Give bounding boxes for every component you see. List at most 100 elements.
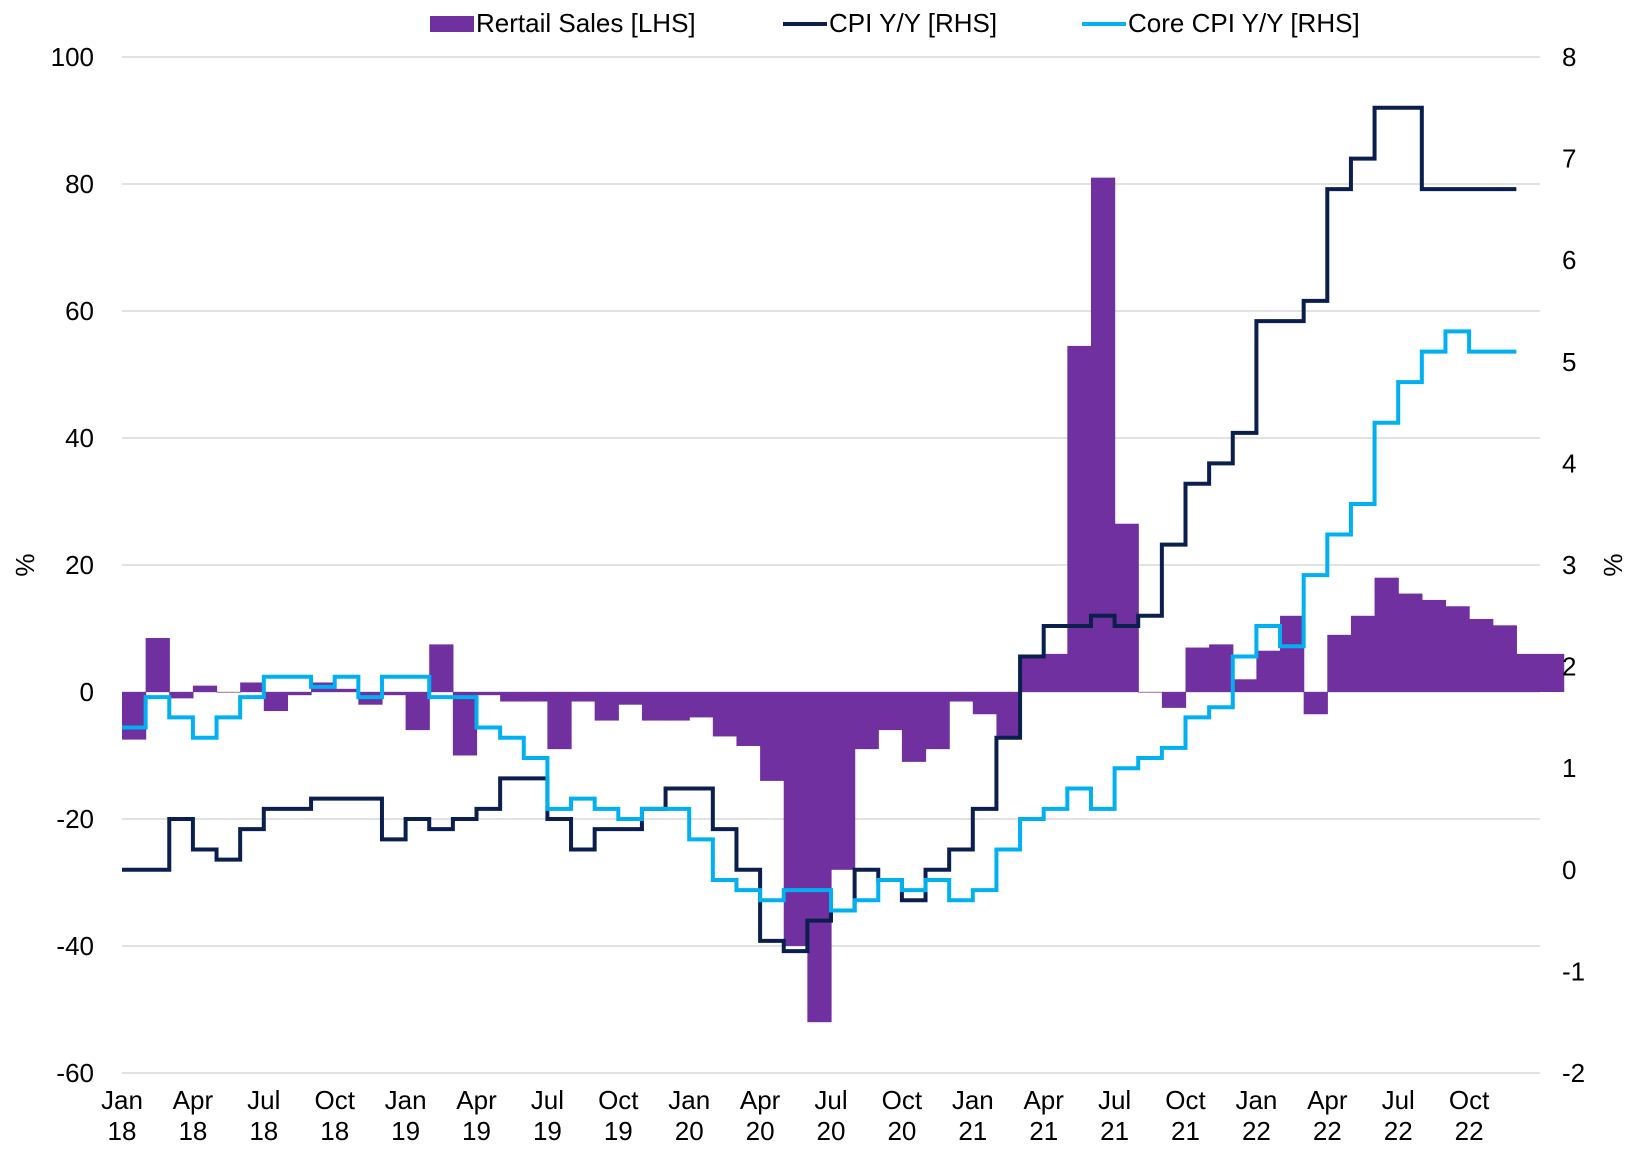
- retail-sales-bar: [760, 692, 785, 781]
- x-tick-label: Apr 21: [1023, 1085, 1064, 1146]
- retail-sales-bar: [1256, 650, 1281, 692]
- legend-swatch-cpi: [783, 21, 827, 26]
- retail-sales-bar: [1209, 644, 1234, 692]
- retail-sales-bar: [996, 692, 1021, 737]
- retail-sales-bar: [1374, 577, 1399, 692]
- retail-sales-bar: [334, 688, 359, 692]
- x-tick-label: Oct 19: [598, 1085, 639, 1146]
- retail-sales-bar: [1043, 653, 1068, 692]
- core-cpi-line: [122, 329, 1517, 913]
- retail-sales-bar: [452, 692, 478, 756]
- retail-sales-bar: [1185, 647, 1210, 692]
- retail-sales-bar: [169, 692, 194, 699]
- left-tick-label: 0: [80, 677, 94, 707]
- retail-sales-bar: [476, 692, 501, 696]
- retail-sales-bar: [216, 692, 241, 693]
- retail-sales-bar: [807, 692, 832, 1023]
- legend-label-retail-sales: Rertail Sales [LHS]: [476, 8, 696, 38]
- left-tick-label: 60: [65, 296, 94, 326]
- legend-retail-sales: Rertail Sales [LHS]: [430, 8, 696, 39]
- legend-core-cpi: Core CPI Y/Y [RHS]: [1082, 8, 1360, 39]
- right-tick-label: 1: [1562, 753, 1576, 783]
- retail-sales-bar: [429, 644, 454, 692]
- left-tick-label: 100: [51, 42, 94, 72]
- x-tick-label: Oct 22: [1449, 1085, 1490, 1146]
- retail-sales-bar: [1540, 653, 1565, 692]
- right-tick-label: 0: [1562, 855, 1576, 885]
- legend-swatch-retail-sales: [430, 15, 474, 32]
- retail-sales-bar: [594, 692, 619, 721]
- legend-cpi: CPI Y/Y [RHS]: [783, 8, 997, 39]
- retail-sales-bar: [972, 692, 998, 715]
- cpi-line: [122, 105, 1517, 954]
- retail-sales-bar: [736, 692, 761, 746]
- legend-label-core-cpi: Core CPI Y/Y [RHS]: [1128, 8, 1360, 38]
- retail-sales-bar: [571, 692, 596, 702]
- retail-sales-bar: [854, 692, 879, 750]
- x-tick-label: Jul 22: [1382, 1085, 1415, 1146]
- right-tick-label: -1: [1562, 956, 1585, 986]
- legend-swatch-core-cpi: [1082, 21, 1126, 26]
- retail-sales-bar: [1090, 177, 1116, 692]
- retail-sales-bar: [665, 692, 690, 721]
- left-tick-label: 40: [65, 423, 94, 453]
- x-tick-label: Jan 20: [668, 1085, 710, 1146]
- right-tick-label: 6: [1562, 245, 1576, 275]
- x-tick-label: Apr 20: [740, 1085, 781, 1146]
- right-tick-label: 2: [1562, 652, 1576, 682]
- retail-sales-bar: [500, 692, 525, 702]
- retail-sales-bar: [949, 692, 974, 702]
- x-tick-label: Jul 21: [1098, 1085, 1131, 1146]
- x-tick-label: Jan 19: [385, 1085, 427, 1146]
- x-axis-ticks: Jan 18 Apr 18 Jul 18 Oct 18 Jan 19 Apr 19 Jul 19 Oct 19…: [101, 1085, 1490, 1146]
- retail-sales-bar: [901, 692, 927, 762]
- retail-sales-bar: [192, 685, 218, 692]
- right-axis-label: %: [1598, 553, 1628, 576]
- retail-sales-bar: [1421, 599, 1447, 692]
- right-tick-label: 5: [1562, 347, 1576, 377]
- left-tick-label: -60: [56, 1058, 94, 1088]
- left-tick-label: -20: [56, 804, 94, 834]
- retail-sales-bar: [925, 692, 950, 750]
- right-tick-label: 4: [1562, 448, 1576, 478]
- retail-sales-bar: [1138, 692, 1163, 693]
- x-tick-label: Apr 18: [173, 1085, 214, 1146]
- retail-sales-bar: [1303, 692, 1328, 715]
- x-tick-label: Apr 19: [456, 1085, 497, 1146]
- retail-sales-bar: [1114, 523, 1139, 692]
- left-axis-ticks: -60 -40 -20 0 20 40 60 80 100: [51, 42, 94, 1088]
- retail-sales-bars: [122, 177, 1565, 1023]
- retail-sales-bar: [618, 692, 643, 705]
- retail-sales-bar: [240, 682, 265, 692]
- retail-sales-bar: [287, 692, 312, 696]
- x-tick-label: Oct 18: [314, 1085, 355, 1146]
- retail-sales-bar: [405, 692, 430, 731]
- right-tick-label: 7: [1562, 144, 1576, 174]
- retail-sales-bar: [831, 692, 856, 870]
- left-tick-label: 80: [65, 169, 94, 199]
- x-tick-label: Jul 18: [247, 1085, 280, 1146]
- retail-sales-bar: [1020, 657, 1045, 692]
- retail-sales-bar: [641, 692, 667, 721]
- retail-sales-bar: [1492, 625, 1517, 692]
- retail-sales-bar: [712, 692, 738, 737]
- retail-sales-bar: [1469, 618, 1494, 692]
- retail-sales-bar: [1232, 679, 1257, 692]
- retail-sales-bar: [381, 692, 407, 696]
- x-tick-label: Jan 22: [1235, 1085, 1277, 1146]
- left-tick-label: 20: [65, 550, 94, 580]
- left-tick-label: -40: [56, 931, 94, 961]
- retail-sales-bar: [145, 638, 170, 692]
- x-tick-label: Jan 21: [952, 1085, 994, 1146]
- right-axis-ticks: -2 -1 0 1 2 3 4 5 6 7 8: [1562, 42, 1585, 1088]
- left-axis-label: %: [10, 553, 40, 576]
- retail-sales-bar: [689, 692, 714, 718]
- x-tick-label: Apr 22: [1307, 1085, 1348, 1146]
- x-tick-label: Jul 20: [814, 1085, 847, 1146]
- retail-sales-bar: [122, 692, 147, 740]
- retail-sales-bar: [1516, 653, 1541, 692]
- right-tick-label: 8: [1562, 42, 1576, 72]
- retail-sales-bar: [1398, 593, 1423, 692]
- retail-sales-bar: [1445, 606, 1470, 692]
